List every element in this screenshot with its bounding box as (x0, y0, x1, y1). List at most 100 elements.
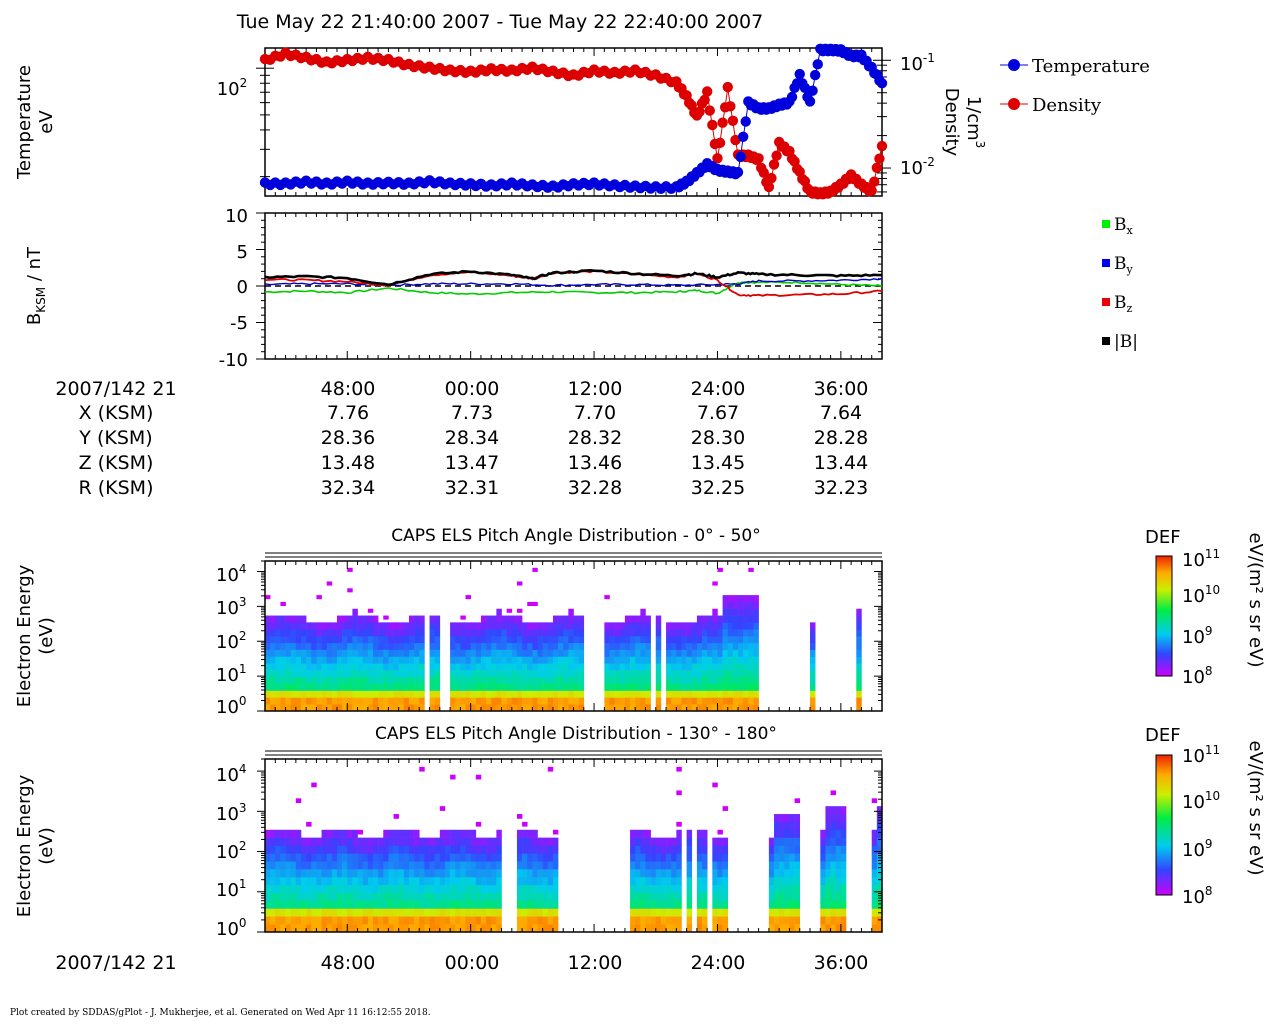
spectrogram-bin (455, 629, 461, 637)
spectrogram-bin (522, 663, 528, 671)
spectrogram-bin (388, 892, 394, 901)
spectrogram-bin (568, 690, 574, 698)
spectrogram-bin (326, 581, 333, 586)
spectrogram-bin (640, 656, 646, 664)
spectrogram-bin (578, 676, 585, 685)
spectrogram-bin (362, 869, 369, 878)
spectrogram-bin (666, 924, 672, 933)
spectrogram-bin (316, 629, 322, 637)
spectrogram-bin (506, 704, 513, 712)
spectrogram-bin (496, 608, 502, 616)
spectrogram-bin (285, 861, 292, 870)
spectrogram-bin (285, 892, 292, 901)
spectrogram-bin (558, 649, 564, 657)
spectrogram-bin (383, 649, 389, 657)
temperature-point (812, 59, 823, 70)
spectrogram-bin (501, 676, 507, 685)
spectrogram-bin (830, 821, 837, 831)
spectrogram-bin (640, 876, 646, 886)
spectrogram-bin (547, 924, 554, 933)
spectrogram-bin (450, 690, 456, 698)
spectrogram-bin (630, 676, 636, 685)
spectrogram-bin (290, 853, 297, 862)
spectrogram-bin (686, 676, 693, 685)
spectrogram-bin (347, 845, 353, 854)
spectrogram-bin (419, 663, 425, 671)
spectrogram-bin (383, 704, 389, 712)
spectrogram-bin (408, 884, 415, 893)
spectrogram-bin (311, 900, 317, 909)
legend-bz-swatch (1102, 298, 1110, 306)
spectrogram-bin (372, 861, 379, 870)
spectrogram-bin (501, 697, 507, 705)
spectrogram-bin (367, 924, 374, 933)
spectrogram-bin (300, 924, 307, 933)
spectrogram-bin (331, 869, 338, 878)
spectrogram-bin (465, 916, 471, 925)
spectrogram-bin (491, 676, 497, 685)
temperature-point (794, 68, 805, 80)
spectrogram-bin (743, 649, 749, 657)
spectrogram-bin (727, 656, 734, 664)
spectrogram-bin (547, 908, 554, 917)
spectrogram-bin (738, 697, 744, 705)
spectrogram-bin (516, 853, 523, 862)
spectrogram-bin (434, 869, 441, 878)
spectrogram-bin (537, 869, 543, 878)
spectrogram-bin (378, 690, 384, 698)
spectrogram-bin (727, 622, 734, 630)
spectrogram-bin (270, 663, 276, 671)
spectrogram-bin (480, 916, 487, 925)
spectrogram-bin (676, 636, 682, 644)
spectrogram-bin (522, 845, 528, 854)
spectrogram-bin (563, 663, 569, 671)
spectrogram-bin (275, 704, 281, 712)
spectrogram-bin (696, 829, 703, 838)
spectrogram-bin (280, 601, 286, 606)
density-axis-unit: 1/cm3 (963, 96, 987, 149)
spectrogram-bin (794, 876, 801, 886)
spectrogram-bin (522, 649, 528, 657)
spectrogram-bin (609, 690, 615, 698)
spectrogram-bin (516, 900, 523, 909)
spectrogram-bin (460, 676, 466, 685)
spectrogram-bin (686, 908, 693, 917)
spectrogram-bin (326, 663, 333, 671)
spectrogram-bin (537, 690, 543, 698)
spectrogram-bin (275, 670, 281, 678)
spectrogram-bin (707, 704, 713, 712)
spectrogram-bin (501, 704, 507, 712)
spectrogram-bin (424, 837, 430, 846)
spectrogram-bin (655, 892, 662, 901)
spectrogram-bin (342, 676, 348, 685)
spectrogram-bin (748, 704, 754, 712)
spectrogram-bin (696, 676, 703, 685)
spectrogram-bin (810, 656, 816, 664)
spectrogram-bin (439, 892, 446, 901)
spectrogram-bin (486, 690, 492, 698)
legend-density-marker (1008, 98, 1020, 110)
spectrogram-bin (388, 869, 394, 878)
spectrogram-bin (372, 649, 379, 657)
spectrogram-bin (635, 629, 641, 637)
spectrogram-bin (367, 704, 374, 712)
spectrogram-bin (568, 704, 574, 712)
spectrogram-bin (455, 656, 461, 664)
spectrogram-bin (830, 845, 837, 854)
spectrogram-bin (378, 900, 384, 909)
spectrogram-bin (342, 861, 348, 870)
ephemeris-value: 13.45 (691, 452, 745, 474)
spectrogram-bin (270, 900, 276, 909)
spectrogram-bin (295, 853, 302, 862)
spectrogram-bin (666, 916, 672, 925)
spectrogram-bin (429, 853, 435, 862)
spectrogram-bin (738, 670, 744, 678)
spectrogram-bin (686, 622, 693, 630)
spectrogram-bin (316, 636, 322, 644)
spectrogram-bin (645, 615, 651, 623)
energy-tick: 101 (216, 877, 247, 901)
spectrogram-bin (768, 869, 775, 878)
spectrogram-bin (347, 861, 353, 870)
spectrogram-bin (311, 697, 317, 705)
spectrogram-bin (696, 845, 703, 854)
